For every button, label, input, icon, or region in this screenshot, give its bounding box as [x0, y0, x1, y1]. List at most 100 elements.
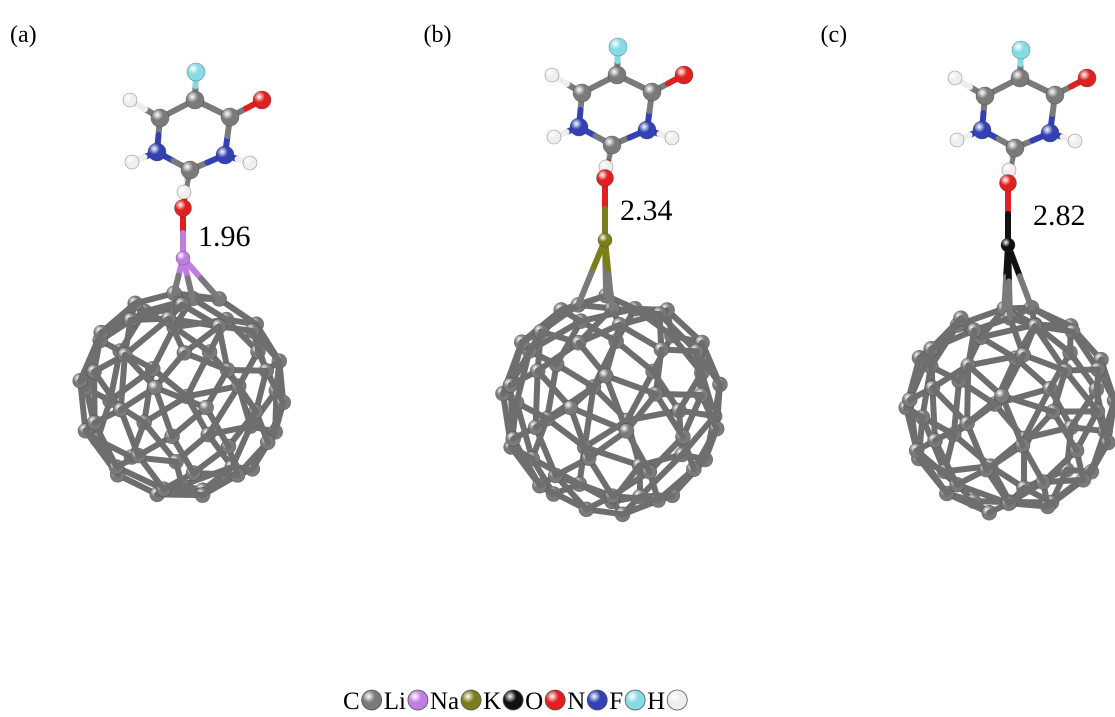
cage-bond: [77, 377, 89, 434]
atom: [1067, 133, 1083, 149]
atom: [1045, 85, 1065, 105]
bond: [171, 272, 182, 297]
bond-distance: 1.96: [198, 220, 251, 253]
cage-bond: [91, 419, 120, 471]
atom: [186, 62, 206, 82]
cage-bond: [152, 384, 176, 440]
cage-bond: [534, 367, 574, 411]
atom: [150, 108, 170, 128]
cage-bond: [536, 482, 590, 513]
legend-swatch: [544, 689, 566, 711]
cage-bond: [534, 339, 582, 374]
atom: [124, 154, 140, 170]
atom: [608, 37, 628, 57]
panel-label: (c): [821, 22, 848, 48]
atom: [176, 184, 192, 200]
cage-bond: [646, 433, 686, 475]
cage-bond: [954, 481, 1012, 507]
cage-bond: [152, 384, 210, 411]
legend-label: C: [343, 688, 360, 715]
cage-bond: [623, 390, 659, 434]
atom: [252, 90, 272, 110]
cage-bond: [507, 382, 517, 442]
cage-bond: [637, 451, 686, 500]
cage-bond: [117, 406, 142, 459]
cage-bond: [581, 417, 631, 451]
cage-bond: [224, 366, 260, 415]
cage-bond: [121, 315, 172, 358]
bond: [198, 275, 223, 302]
cage-bond: [950, 377, 963, 438]
legend-label: K: [483, 688, 501, 715]
cage-bond: [602, 321, 623, 379]
atom: [597, 232, 613, 248]
bond-distance: 2.34: [620, 194, 673, 227]
atom: [175, 250, 191, 266]
bond: [575, 269, 595, 308]
cage-bond: [1031, 323, 1069, 374]
atom: [122, 92, 138, 108]
cage-bond: [929, 384, 939, 444]
atom: [674, 65, 694, 85]
atom: [220, 107, 240, 127]
legend-swatch: [407, 689, 429, 711]
atom: [975, 86, 995, 106]
cage-bond: [906, 345, 935, 403]
cage-bond: [141, 365, 156, 426]
cage-bond: [932, 437, 961, 488]
atom: [1077, 68, 1097, 88]
cage-bond: [532, 424, 559, 479]
atom: [546, 129, 562, 145]
legend-swatch: [460, 689, 482, 711]
cage-bond: [929, 384, 971, 427]
cage-bond: [964, 362, 972, 427]
cage-bond: [544, 361, 560, 422]
atom: [994, 387, 1010, 404]
legend-label: O: [525, 688, 543, 715]
atom: [999, 174, 1017, 192]
atom: [947, 70, 963, 86]
legend-label: Li: [384, 688, 406, 715]
cage-bond: [117, 351, 128, 413]
legend-swatch: [624, 689, 646, 711]
cage-bond: [624, 368, 657, 424]
atom: [562, 399, 579, 416]
cage-bond: [113, 464, 167, 493]
atom: [174, 199, 192, 217]
legend-swatch: [361, 689, 383, 711]
atom: [597, 367, 614, 384]
cage-bond: [149, 324, 178, 372]
cage-bond: [510, 435, 543, 489]
cage-bond: [998, 392, 1057, 415]
cage-bond: [613, 338, 657, 375]
atom: [147, 142, 167, 162]
atom: [569, 117, 589, 137]
atom: [1000, 237, 1016, 253]
cage-bond: [1021, 385, 1053, 442]
cage-bond: [575, 305, 615, 346]
panel-label: (b): [424, 22, 452, 48]
atom: [198, 399, 214, 416]
atom: [607, 65, 627, 85]
atom: [1040, 123, 1060, 143]
cage-bond: [913, 447, 961, 488]
legend-label: H: [647, 688, 665, 715]
cage-bond: [928, 327, 978, 352]
cage-bond: [567, 372, 609, 411]
legend-swatch: [666, 689, 688, 711]
legend-swatch: [586, 689, 608, 711]
cage-bond: [616, 321, 665, 353]
atom: [544, 67, 560, 83]
cage-bond: [664, 307, 706, 346]
atom: [180, 160, 200, 180]
cage-bond: [552, 472, 616, 500]
atom: [1011, 40, 1031, 60]
atom: [602, 135, 622, 155]
cage-bond: [91, 368, 98, 426]
atom: [215, 145, 235, 165]
cage-bond: [165, 315, 222, 330]
cage-bond: [655, 466, 697, 504]
bond: [1016, 273, 1035, 311]
atom: [664, 130, 680, 146]
cage-bond: [652, 390, 686, 440]
